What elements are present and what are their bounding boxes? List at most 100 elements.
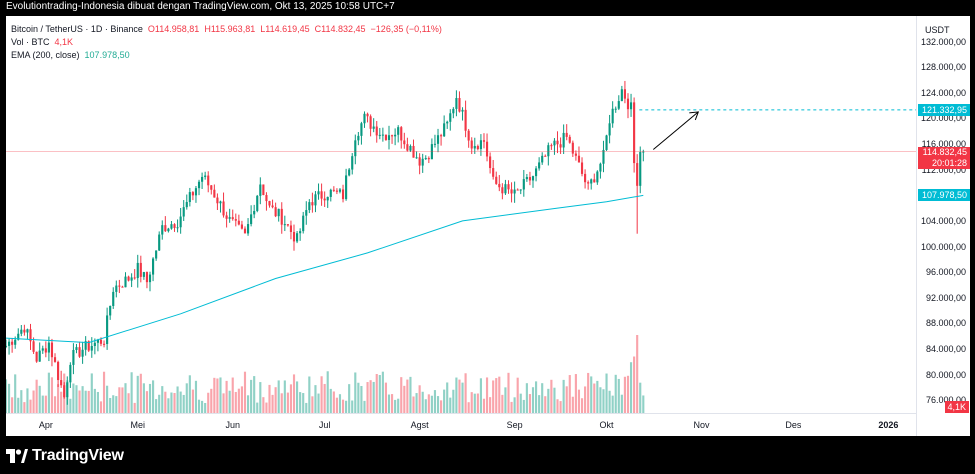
target-price-value: 121.332,95: [921, 104, 967, 115]
price-tick-label: 132.000,00: [920, 36, 966, 47]
candle-body: [292, 231, 296, 242]
candle-body: [403, 140, 406, 145]
plot-area[interactable]: Bitcoin / TetherUS · 1D · Binance O114.9…: [6, 16, 916, 413]
candle-body: [341, 189, 345, 200]
candle-body: [243, 228, 247, 234]
candle-body: [253, 210, 256, 215]
volume-bar: [210, 388, 213, 413]
candle-body: [93, 342, 96, 346]
candle-body: [182, 207, 185, 217]
volume-bar: [121, 387, 124, 413]
candle-body: [127, 276, 130, 281]
volume-bar: [449, 397, 452, 413]
volume-bar: [268, 384, 271, 413]
volume-bar: [602, 389, 605, 413]
candle-body: [479, 140, 482, 150]
candle-body: [231, 217, 234, 220]
volume-bar: [228, 390, 231, 413]
candle-body: [461, 109, 464, 112]
candle-body: [470, 140, 473, 149]
candle-body: [102, 343, 106, 345]
volume-bar: [213, 377, 216, 413]
volume-bar: [498, 376, 501, 413]
volume-bar: [41, 395, 44, 413]
candle-body: [201, 176, 204, 182]
candle-body: [69, 364, 72, 383]
candle-body: [329, 189, 332, 197]
candle-body: [145, 272, 149, 283]
candle-body: [11, 341, 14, 345]
candle-body: [415, 157, 418, 159]
volume-bar: [470, 392, 473, 413]
candlestick-chart: [6, 80, 916, 413]
legend-ema-row[interactable]: EMA (200, close) 107.978,50: [11, 49, 442, 62]
volume-bar: [544, 396, 547, 413]
candle-body: [155, 250, 158, 259]
candle-body: [194, 188, 198, 196]
volume-bar: [109, 397, 112, 413]
volume-bar: [534, 381, 538, 413]
legend-volume-row[interactable]: Vol · BTC 4,1K: [11, 36, 442, 49]
candle-body: [66, 382, 69, 398]
volume-bar: [286, 392, 289, 413]
candle-body: [525, 177, 528, 180]
volume-bar: [345, 400, 348, 413]
volume-bar: [167, 398, 170, 413]
candle-body: [26, 329, 29, 333]
volume-bar: [495, 378, 498, 413]
volume-bar: [112, 395, 115, 413]
price-tick-label: 120.000,00: [920, 113, 966, 124]
candle-body: [387, 135, 391, 140]
legend-symbol-row[interactable]: Bitcoin / TetherUS · 1D · Binance O114.9…: [11, 23, 442, 36]
candle-body: [197, 181, 201, 189]
price-axis[interactable]: USDT 132.000,00 128.000,00 124.000,00 120.0…: [916, 16, 970, 436]
time-tick-label: Okt: [599, 420, 614, 430]
volume-bar: [440, 400, 443, 413]
tradingview-logo-icon: [6, 449, 28, 463]
bar-countdown: 20:01:28: [931, 157, 967, 168]
volume-bar: [550, 379, 553, 413]
candle-body: [84, 341, 87, 350]
candle-body: [106, 315, 109, 345]
tradingview-logo[interactable]: TradingView: [6, 446, 124, 466]
candle-body: [580, 162, 584, 174]
volume-bar: [115, 396, 118, 413]
candle-body: [139, 262, 142, 277]
candle-body: [556, 140, 559, 145]
candle-body: [256, 195, 259, 211]
time-axis[interactable]: Apr Mei Jun Jul Agst Sep Okt Nov Des 2026: [6, 413, 916, 436]
volume-bar: [372, 381, 375, 413]
candle-body: [158, 234, 161, 251]
candle-body: [167, 228, 170, 232]
price-tick-label: 96.000,00: [925, 267, 966, 278]
volume-bar: [323, 383, 326, 413]
volume-bar: [357, 382, 360, 413]
candle-body: [234, 219, 237, 221]
candle-body: [633, 102, 636, 164]
volume-bar: [311, 396, 314, 413]
volume-bar: [541, 383, 544, 413]
candle-body: [458, 98, 461, 112]
open-value: O114.958,81: [147, 24, 200, 34]
volume-bar: [142, 383, 145, 413]
candle-body: [519, 189, 522, 191]
volume-bar: [250, 379, 253, 413]
volume-bar: [296, 381, 299, 413]
candle-body: [133, 277, 136, 279]
volume-bar: [329, 388, 332, 413]
volume-bar: [623, 376, 626, 413]
volume-bar: [611, 395, 614, 413]
volume-bar: [274, 387, 277, 413]
volume-bar: [191, 389, 194, 413]
volume-bar: [11, 397, 14, 413]
volume-bar: [467, 402, 470, 413]
volume-bar: [626, 375, 630, 413]
volume-bar: [335, 397, 338, 413]
candle-body: [372, 126, 375, 129]
price-tick-label: 116.000,00: [921, 139, 966, 150]
time-tick-label: 2026: [878, 420, 899, 430]
time-tick-label: Apr: [38, 420, 53, 430]
volume-bar: [299, 392, 302, 413]
volume-bar: [580, 398, 584, 413]
candle-body: [436, 135, 440, 144]
